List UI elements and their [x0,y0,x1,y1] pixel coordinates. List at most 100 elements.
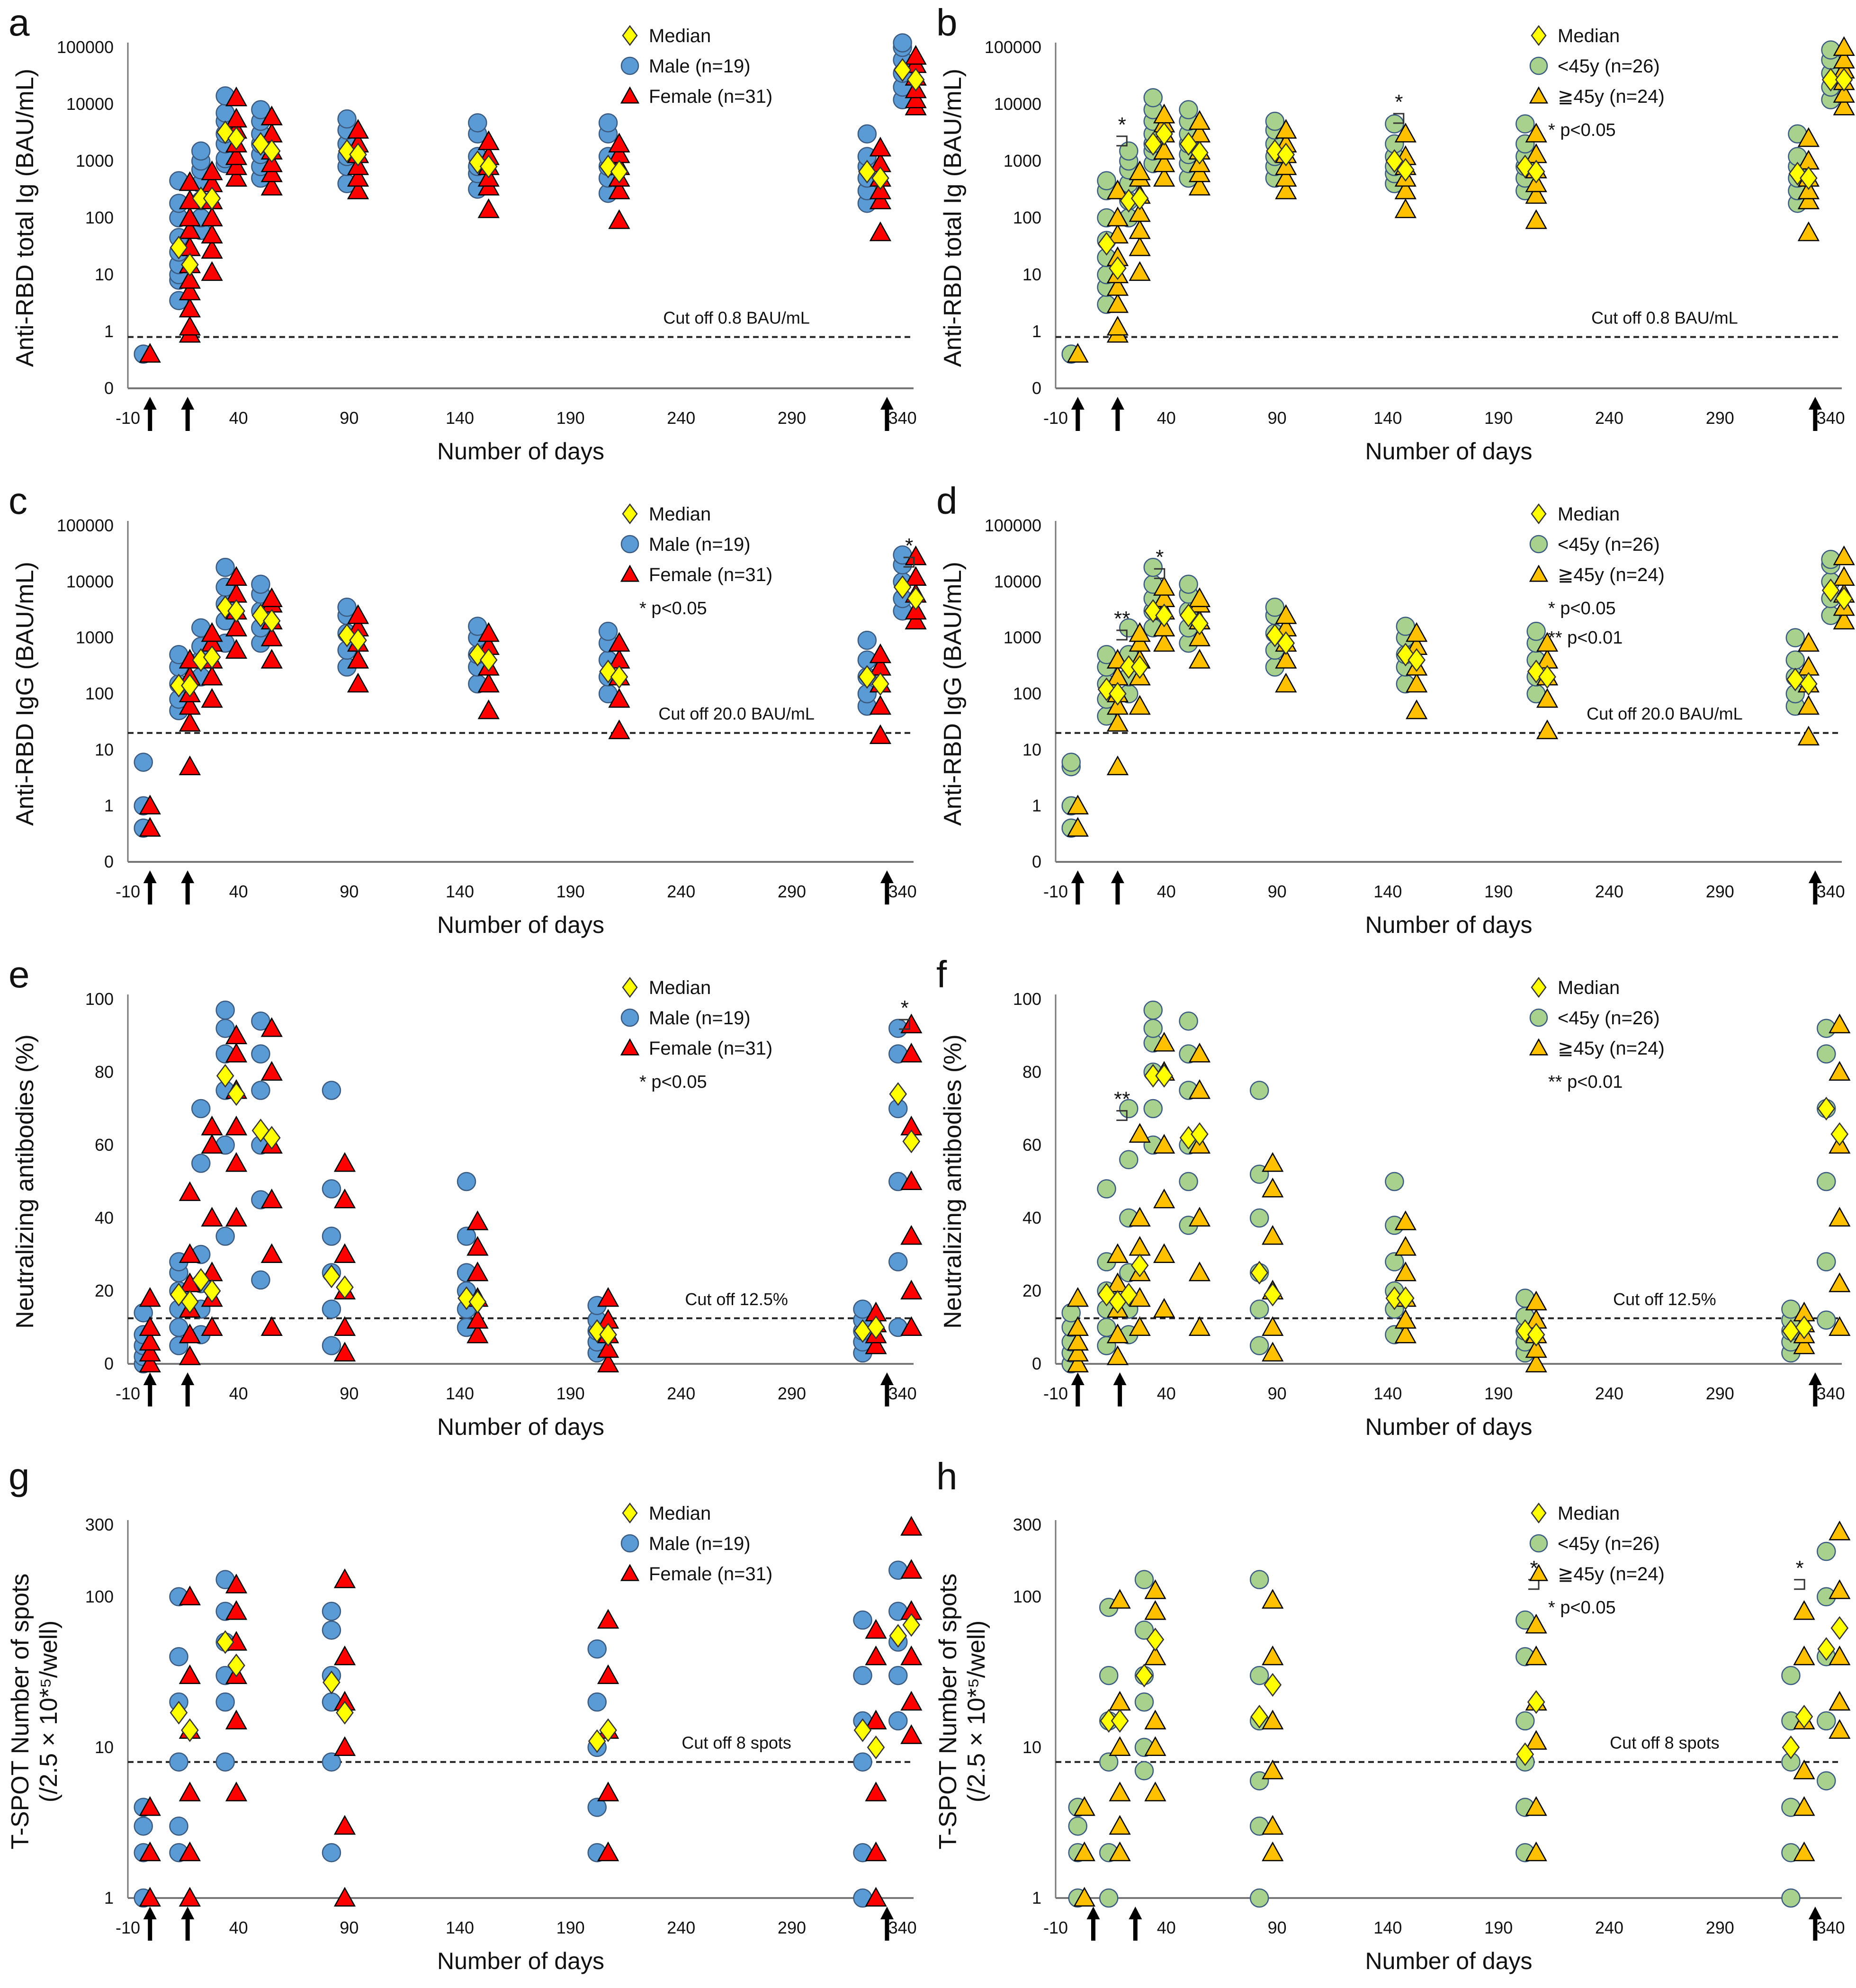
median-marker [1527,1690,1545,1714]
legend-median-label: Median [649,977,711,998]
data-point [1833,36,1855,56]
significance-label: * [1395,90,1403,114]
data-point [893,33,912,53]
data-point [1249,1299,1269,1319]
data-point [1275,672,1297,693]
significance-bracket [1154,568,1166,579]
y-tick-label: 1 [104,796,114,815]
median-marker [323,1670,341,1694]
data-point [1525,1645,1547,1666]
cutoff-label: Cut off 0.8 BAU/mL [1591,308,1738,328]
data-point [1394,1236,1417,1256]
data-point [179,712,201,732]
data-point [201,1316,223,1336]
significance-bracket [1116,629,1128,641]
data-point [139,1352,161,1373]
legend: Median <45y (n=26) ≧45y (n=24) ** p<0.01 [1529,976,1665,1092]
data-point [1275,649,1297,669]
legend-circle-icon [620,1008,639,1027]
data-point [1515,114,1535,134]
data-point [1262,1342,1284,1361]
x-tick-label: 340 [888,1384,917,1403]
x-tick-label: 90 [340,1918,359,1937]
y-tick-label: 1 [1032,1888,1041,1907]
data-point [1109,1691,1131,1711]
data-point [225,566,248,586]
data-point [865,1782,887,1801]
x-tick-label: -10 [1043,882,1068,901]
data-point [1109,1782,1131,1801]
data-point [1119,141,1139,161]
panel-letter: f [936,953,947,995]
vaccination-arrow-icon [1808,1907,1822,1941]
x-tick-label: 340 [1817,1918,1845,1937]
x-tick-label: -10 [116,408,140,428]
data-point [1188,176,1211,196]
data-point [1536,719,1559,739]
y-tick-label: 100 [85,989,114,1009]
data-point [1515,1711,1535,1731]
data-point [1099,1888,1119,1908]
median-marker [1277,631,1295,655]
x-tick-label: 240 [667,882,695,901]
median-marker [1191,141,1209,165]
legend-series-label: <45y (n=26) [1558,1533,1660,1554]
median-marker [1408,648,1426,672]
data-point [1129,236,1151,256]
data-point [1385,1252,1404,1272]
y-tick-label: 1000 [1004,628,1041,647]
x-axis-label: Number of days [1365,1414,1533,1440]
vaccination-arrow-icon [880,1372,894,1406]
data-point [1817,1771,1836,1791]
data-point [1797,725,1820,746]
data-point [322,1602,341,1621]
data-point [1817,1172,1836,1191]
data-point [1406,672,1428,693]
x-axis-label: Number of days [1365,912,1533,938]
median-marker [181,1290,199,1314]
median-marker [192,1268,210,1292]
vaccination-arrow-icon [1129,1907,1142,1941]
data-point [1153,1243,1175,1263]
data-point [1249,1888,1269,1908]
data-point [225,1024,248,1045]
data-point [139,1887,161,1907]
median-marker [871,672,889,696]
y-tick-label: 100000 [57,37,114,57]
x-tick-label: 340 [1817,408,1845,428]
median-marker [1782,1735,1800,1759]
significance-label: * [905,534,913,557]
median-marker [893,575,912,599]
data-point [337,109,357,129]
data-point [1134,1761,1154,1781]
panel-letter: b [936,1,958,44]
x-tick-label: 340 [888,408,917,428]
legend-median-label: Median [1558,26,1620,46]
y-tick-label: 10 [1022,1737,1041,1757]
y-axis-label: Anti-RBD IgG (BAU/mL) [939,562,967,826]
legend: Median Male (n=19) Female (n=31) * p<0.05 [620,503,772,618]
x-tick-label: 290 [1706,882,1734,901]
median-marker [588,1319,606,1343]
data-point [169,1816,188,1836]
x-axis-label: Number of days [1365,438,1533,465]
x-axis-label: Number of days [437,1414,604,1440]
data-point [1525,1841,1547,1862]
x-tick-label: 190 [1484,1384,1513,1403]
median-marker [1817,1096,1836,1121]
data-point [905,566,927,586]
data-point [1797,632,1820,652]
legend-triangle-icon [1529,86,1549,104]
data-point [1129,622,1151,642]
y-tick-label: 10000 [66,94,114,114]
data-point [869,643,892,663]
significance-bracket [1116,1110,1128,1121]
data-point [900,1645,923,1666]
legend-median-label: Median [1558,977,1620,998]
data-point [1829,1645,1851,1666]
y-tick-label: 10 [1022,740,1041,759]
data-point [1394,1261,1417,1281]
data-point [1262,1152,1284,1172]
cutoff-label: Cut off 12.5% [685,1290,788,1309]
data-point [179,1664,201,1684]
